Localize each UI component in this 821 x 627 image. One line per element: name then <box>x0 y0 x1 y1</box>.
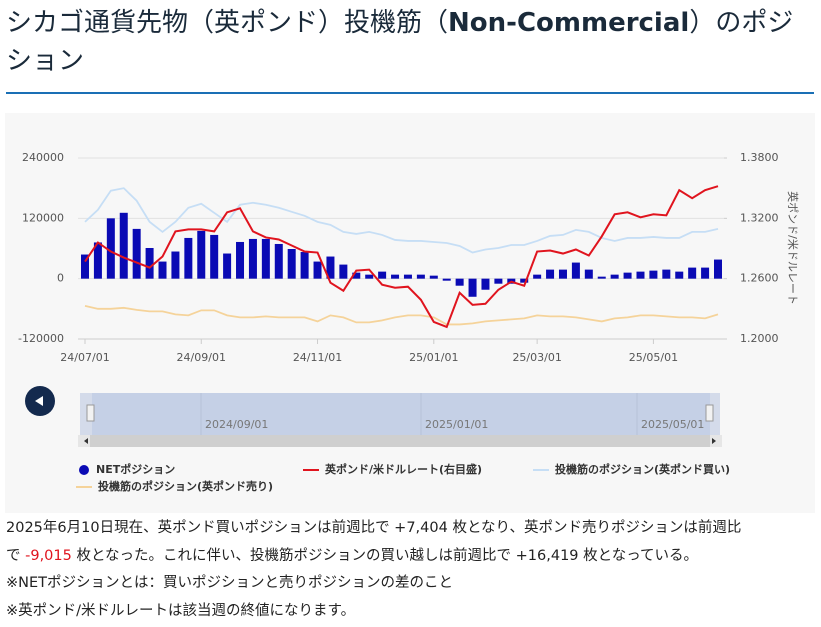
bar <box>184 237 193 279</box>
bar <box>93 242 102 279</box>
y2-tick-label: 1.2600 <box>740 272 779 285</box>
bar <box>714 259 722 279</box>
legend-label: 英ポンド/米ドルレート(右目盛) <box>324 462 482 476</box>
series-line <box>84 185 719 329</box>
y-tick-label: 0 <box>57 272 64 285</box>
bar <box>494 278 503 284</box>
bar <box>171 251 180 279</box>
bar <box>623 272 632 279</box>
note-part: で <box>6 547 26 564</box>
bar <box>636 271 645 279</box>
x-tick-label: 25/01/01 <box>409 351 458 364</box>
legend-label: NETポジション <box>96 462 175 476</box>
bar <box>558 269 567 279</box>
bar <box>610 274 619 279</box>
note: 2025年6月10日現在、英ポンド買いポジションは前週比で +7,404 枚とな… <box>6 515 741 570</box>
legend-label: 投機筋のポジション(英ポンド買い) <box>555 462 730 476</box>
bar <box>688 267 697 279</box>
navigator-selection[interactable] <box>92 393 710 435</box>
y-tick-label: 240000 <box>22 151 64 164</box>
x-tick-label: 24/11/01 <box>293 351 342 364</box>
note-part: 枚となった。これに伴い、投機筋ポジションの買い越しは前週比で +16,419 枚… <box>71 547 698 564</box>
bar <box>442 278 451 281</box>
bar <box>391 274 400 279</box>
title-part: シカゴ通貨先物（英ポンド）投機筋（ <box>6 8 449 38</box>
chart: -120000 0 120000 240000 1.2000 1.2600 1.3200 1.… <box>5 113 815 513</box>
bar <box>675 271 684 279</box>
bar <box>132 228 141 279</box>
y2-tick-label: 1.3800 <box>740 151 779 164</box>
bar <box>352 272 361 279</box>
bar <box>701 267 710 279</box>
bar <box>158 261 167 279</box>
bar <box>455 278 464 286</box>
legend-marker <box>79 465 89 475</box>
bar <box>248 238 257 279</box>
bar <box>197 230 206 279</box>
navigator-handle[interactable] <box>705 404 714 422</box>
navigator-handle[interactable] <box>86 404 95 422</box>
bar <box>300 252 309 279</box>
bar <box>584 269 593 279</box>
bar <box>261 238 270 279</box>
bar <box>662 269 671 279</box>
y-tick-label: -120000 <box>18 332 64 345</box>
back-icon <box>35 396 43 406</box>
note-part: 2025年6月10日現在、英ポンド買いポジションは前週比で +7,404 枚とな… <box>6 520 742 536</box>
bar <box>481 278 490 290</box>
bar <box>365 274 374 279</box>
bar <box>119 212 128 279</box>
bar <box>313 261 322 279</box>
scrollbar-thumb[interactable] <box>90 435 710 447</box>
bar <box>145 247 154 279</box>
y2-tick-label: 1.3200 <box>740 211 779 224</box>
bar <box>571 262 580 279</box>
bar <box>223 253 232 279</box>
y-tick-label: 120000 <box>22 211 64 224</box>
navigator-label: 2025/05/01 <box>641 418 704 431</box>
note-part: -9,015 <box>25 547 72 564</box>
x-tick-label: 24/07/01 <box>60 351 109 364</box>
y2-tick-label: 1.2000 <box>740 332 779 345</box>
series-line <box>84 304 719 326</box>
bar <box>236 241 245 279</box>
series-line <box>84 187 719 254</box>
bar <box>403 274 412 279</box>
bar <box>287 249 296 279</box>
notes: 2025年6月10日現在、英ポンド買いポジションは前週比で +7,404 枚とな… <box>6 515 741 625</box>
y2-axis-label: 英ポンド/米ドルレート <box>786 191 800 305</box>
divider <box>6 92 814 94</box>
bar <box>339 264 348 279</box>
bar <box>546 269 555 279</box>
bar <box>81 254 89 279</box>
bar <box>416 274 425 279</box>
x-tick-label: 25/03/01 <box>512 351 561 364</box>
page-title: シカゴ通貨先物（英ポンド）投機筋（Non-Commercial）のポジション <box>6 4 816 80</box>
bar <box>468 278 477 297</box>
bar <box>597 276 606 279</box>
x-tick-label: 24/09/01 <box>177 351 226 364</box>
bar <box>520 278 529 283</box>
legend-label: 投機筋のポジション(英ポンド売り) <box>98 479 273 493</box>
bar <box>533 274 542 279</box>
bar <box>429 275 438 279</box>
bar <box>274 243 283 279</box>
bar <box>378 271 387 279</box>
bar <box>326 256 335 279</box>
x-tick-label: 25/05/01 <box>629 351 678 364</box>
bar <box>106 218 115 279</box>
note: ※英ポンド/米ドルレートは該当週の終値になります。 <box>6 602 356 619</box>
bar <box>210 234 219 279</box>
bar <box>649 270 658 279</box>
navigator-label: 2024/09/01 <box>205 418 268 431</box>
chart-panel <box>5 113 815 513</box>
title-part: Non-Commercial <box>448 8 690 38</box>
navigator-label: 2025/01/01 <box>425 418 488 431</box>
note: ※NETポジションとは：買いポジションと売りポジションの差のこと <box>6 575 454 591</box>
title-part: ）のポジション <box>6 8 794 76</box>
